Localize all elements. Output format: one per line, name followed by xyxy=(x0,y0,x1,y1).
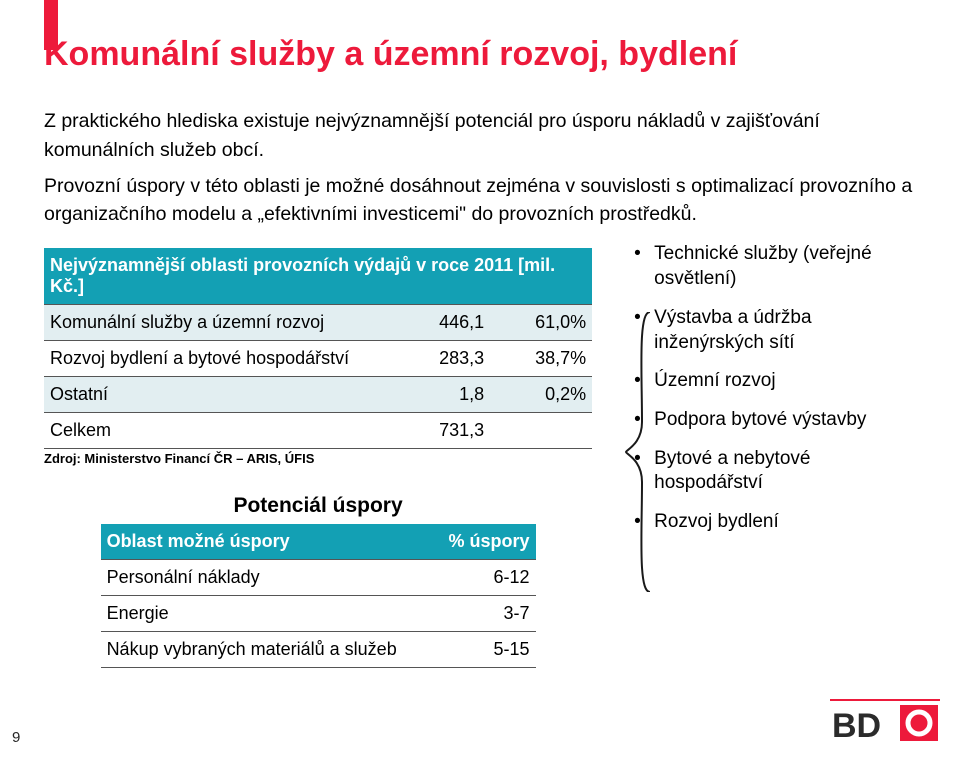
cell-percent xyxy=(490,413,592,449)
cell-label: Ostatní xyxy=(44,377,388,413)
list-item: Územní rozvoj xyxy=(632,369,916,394)
list-item: Technické služby (veřejné osvětlení) xyxy=(632,242,916,291)
table-row: Nákup vybraných materiálů a služeb 5-15 xyxy=(101,632,536,668)
content-columns: Nejvýznamnější oblasti provozních výdajů… xyxy=(44,236,916,668)
table-row: Rozvoj bydlení a bytové hospodářství 283… xyxy=(44,341,592,377)
list-item: Výstavba a údržba inženýrských sítí xyxy=(632,306,916,355)
table-row-total: Celkem 731,3 xyxy=(44,413,592,449)
table-row: Ostatní 1,8 0,2% xyxy=(44,377,592,413)
cell-label: Celkem xyxy=(44,413,388,449)
cell-value: 5-15 xyxy=(429,632,536,668)
table-row: Komunální služby a územní rozvoj 446,1 6… xyxy=(44,305,592,341)
page-number: 9 xyxy=(12,729,20,746)
list-item: Rozvoj bydlení xyxy=(632,510,916,535)
savings-table: Oblast možné úspory % úspory Personální … xyxy=(101,524,536,668)
page-title: Komunální služby a územní rozvoj, bydlen… xyxy=(44,26,916,73)
col-header: % úspory xyxy=(429,524,536,560)
table-header-row: Oblast možné úspory % úspory xyxy=(101,524,536,560)
expenditure-table: Nejvýznamnější oblasti provozních výdajů… xyxy=(44,248,592,449)
cell-label: Rozvoj bydlení a bytové hospodářství xyxy=(44,341,388,377)
cell-value: 731,3 xyxy=(388,413,490,449)
cell-percent: 38,7% xyxy=(490,341,592,377)
table-row: Energie 3-7 xyxy=(101,596,536,632)
left-column: Nejvýznamnější oblasti provozních výdajů… xyxy=(44,236,592,668)
list-item: Bytové a nebytové hospodářství xyxy=(632,447,916,496)
table-row: Personální náklady 6-12 xyxy=(101,560,536,596)
cell-value: 6-12 xyxy=(429,560,536,596)
cell-value: 283,3 xyxy=(388,341,490,377)
cell-value: 1,8 xyxy=(388,377,490,413)
list-item: Podpora bytové výstavby xyxy=(632,408,916,433)
cell-label: Nákup vybraných materiálů a služeb xyxy=(101,632,429,668)
col-header: Oblast možné úspory xyxy=(101,524,429,560)
slide: Komunální služby a územní rozvoj, bydlen… xyxy=(0,0,960,760)
cell-label: Energie xyxy=(101,596,429,632)
cell-label: Personální náklady xyxy=(101,560,429,596)
lead-paragraph-2: Provozní úspory v této oblasti je možné … xyxy=(44,172,916,229)
accent-bar xyxy=(44,0,58,50)
cell-label: Komunální služby a územní rozvoj xyxy=(44,305,388,341)
table-header-row: Nejvýznamnější oblasti provozních výdajů… xyxy=(44,248,592,305)
cell-percent: 61,0% xyxy=(490,305,592,341)
bdo-logo: BD xyxy=(830,699,940,748)
table-header-cell: Nejvýznamnější oblasti provozních výdajů… xyxy=(44,248,592,305)
cell-percent: 0,2% xyxy=(490,377,592,413)
table-source: Zdroj: Ministerstvo Financí ČR – ARIS, Ú… xyxy=(44,451,592,466)
bullet-list: Technické služby (veřejné osvětlení) Výs… xyxy=(632,242,916,534)
lead-paragraph-1: Z praktického hlediska existuje nejvýzna… xyxy=(44,107,916,164)
cell-value: 446,1 xyxy=(388,305,490,341)
savings-subtitle: Potenciál úspory xyxy=(44,494,592,518)
right-column: Technické služby (veřejné osvětlení) Výs… xyxy=(592,236,916,548)
cell-value: 3-7 xyxy=(429,596,536,632)
svg-text:BD: BD xyxy=(832,707,881,743)
